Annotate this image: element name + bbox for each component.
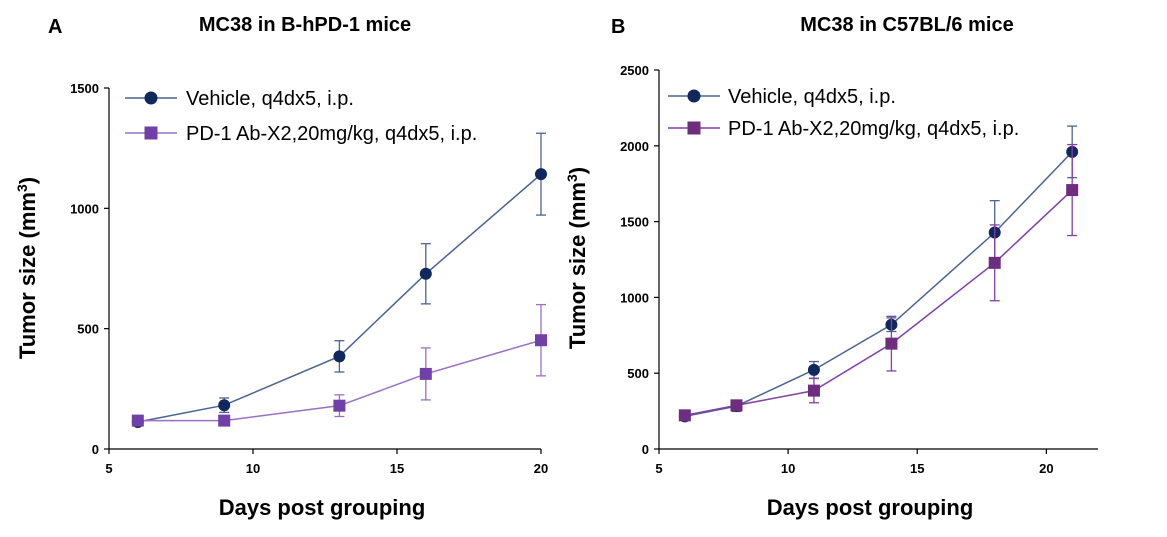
panel-a-data-point	[218, 414, 231, 427]
panel-a-x-tick-label: 20	[534, 461, 548, 476]
panel-a-x-tick-label: 5	[105, 461, 112, 476]
panel-a-legend-entry: Vehicle, q4dx5, i.p.	[125, 88, 354, 110]
panel-b-y-tick-label: 500	[627, 366, 649, 381]
panel-b: B MC38 in C57BL/6 mice Days post groupin…	[564, 14, 1098, 520]
panel-a-letter: A	[48, 16, 62, 38]
panel-b-data-point	[988, 256, 1001, 269]
panel-a-x-axis-label: Days post grouping	[219, 495, 426, 520]
panel-b-legend-label: Vehicle, q4dx5, i.p.	[728, 86, 896, 108]
panel-a-legend-label: PD-1 Ab-X2,20mg/kg, q4dx5, i.p.	[186, 123, 477, 145]
panel-b-x-tick-label: 5	[655, 461, 662, 476]
panel-a-title: MC38 in B-hPD-1 mice	[199, 14, 411, 36]
panel-a-y-tick-label: 500	[77, 322, 99, 337]
panel-b-x-tick-label: 15	[910, 461, 924, 476]
panel-a-x-tick-label: 10	[246, 461, 260, 476]
panel-b-x-tick-label: 20	[1039, 461, 1053, 476]
panel-a-x-tick-label: 15	[390, 461, 404, 476]
panel-b-y-axis-label-main: Tumor size (mm	[565, 182, 590, 349]
panel-b-data-point	[1066, 184, 1079, 197]
panel-a-data-point	[535, 168, 547, 181]
panel-b-series-pd1-ab	[678, 143, 1079, 422]
panel-b-y-tick-label: 1500	[620, 215, 649, 230]
panel-a-y-axis-label-end: )	[15, 177, 40, 184]
panel-b-legend-label: PD-1 Ab-X2,20mg/kg, q4dx5, i.p.	[728, 118, 1019, 140]
panel-b-y-tick-label: 0	[642, 442, 649, 457]
panel-b-letter: B	[611, 16, 625, 38]
panel-a-y-tick-label: 0	[92, 442, 99, 457]
panel-a-data-point	[419, 267, 432, 280]
panel-b-data-point	[807, 384, 820, 397]
panel-a-legend-marker	[144, 91, 158, 105]
panel-b-data-point	[678, 409, 691, 422]
panel-a-legend-marker	[144, 126, 158, 140]
panel-a-series-pd1-ab	[131, 303, 547, 427]
panel-b-data-point	[807, 363, 820, 376]
panel-a-legend-label: Vehicle, q4dx5, i.p.	[186, 88, 354, 110]
panel-a-series-vehicle	[131, 132, 547, 429]
panel-a: A MC38 in B-hPD-1 mice Days post groupin…	[14, 14, 548, 520]
panel-a-data-point	[218, 399, 231, 412]
panel-b-legend-marker	[687, 89, 701, 103]
panel-b-y-tick-label: 2500	[620, 63, 649, 78]
panel-b-title: MC38 in C57BL/6 mice	[800, 14, 1013, 36]
panel-b-y-tick-label: 1000	[620, 290, 649, 305]
panel-b-data-point	[730, 399, 743, 412]
panel-b-x-tick-label: 10	[781, 461, 795, 476]
panel-b-x-axis-label: Days post grouping	[767, 495, 974, 520]
panel-b-legend-entry: Vehicle, q4dx5, i.p.	[668, 86, 896, 108]
panel-a-y-tick-label: 1500	[70, 81, 99, 96]
panel-a-y-axis-label-sup: 3	[14, 184, 30, 192]
panel-b-y-axis-label: Tumor size (mm3)	[564, 167, 590, 349]
panel-a-data-point	[333, 399, 346, 412]
panel-b-legend-entry: PD-1 Ab-X2,20mg/kg, q4dx5, i.p.	[668, 118, 1019, 140]
panel-a-data-point	[333, 350, 346, 363]
panel-b-legend-marker	[687, 121, 701, 135]
panel-a-y-axis-label-main: Tumor size (mm	[15, 192, 40, 359]
panel-b-y-axis-label-end: )	[565, 167, 590, 174]
panel-a-data-point	[131, 414, 144, 427]
panel-b-y-tick-label: 2000	[620, 139, 649, 154]
panel-b-series-line	[684, 189, 1073, 417]
panel-a-y-tick-label: 1000	[70, 201, 99, 216]
panel-a-legend-entry: PD-1 Ab-X2,20mg/kg, q4dx5, i.p.	[125, 123, 477, 145]
panel-a-y-axis-label: Tumor size (mm3)	[14, 177, 40, 359]
panel-a-data-point	[535, 334, 547, 347]
panel-b-data-point	[885, 337, 898, 350]
panel-b-y-axis-label-sup: 3	[564, 174, 580, 182]
panel-b-series-vehicle	[678, 125, 1079, 423]
panel-a-series-line	[137, 173, 542, 423]
panel-a-data-point	[419, 367, 432, 380]
panel-b-series-line	[684, 151, 1073, 418]
